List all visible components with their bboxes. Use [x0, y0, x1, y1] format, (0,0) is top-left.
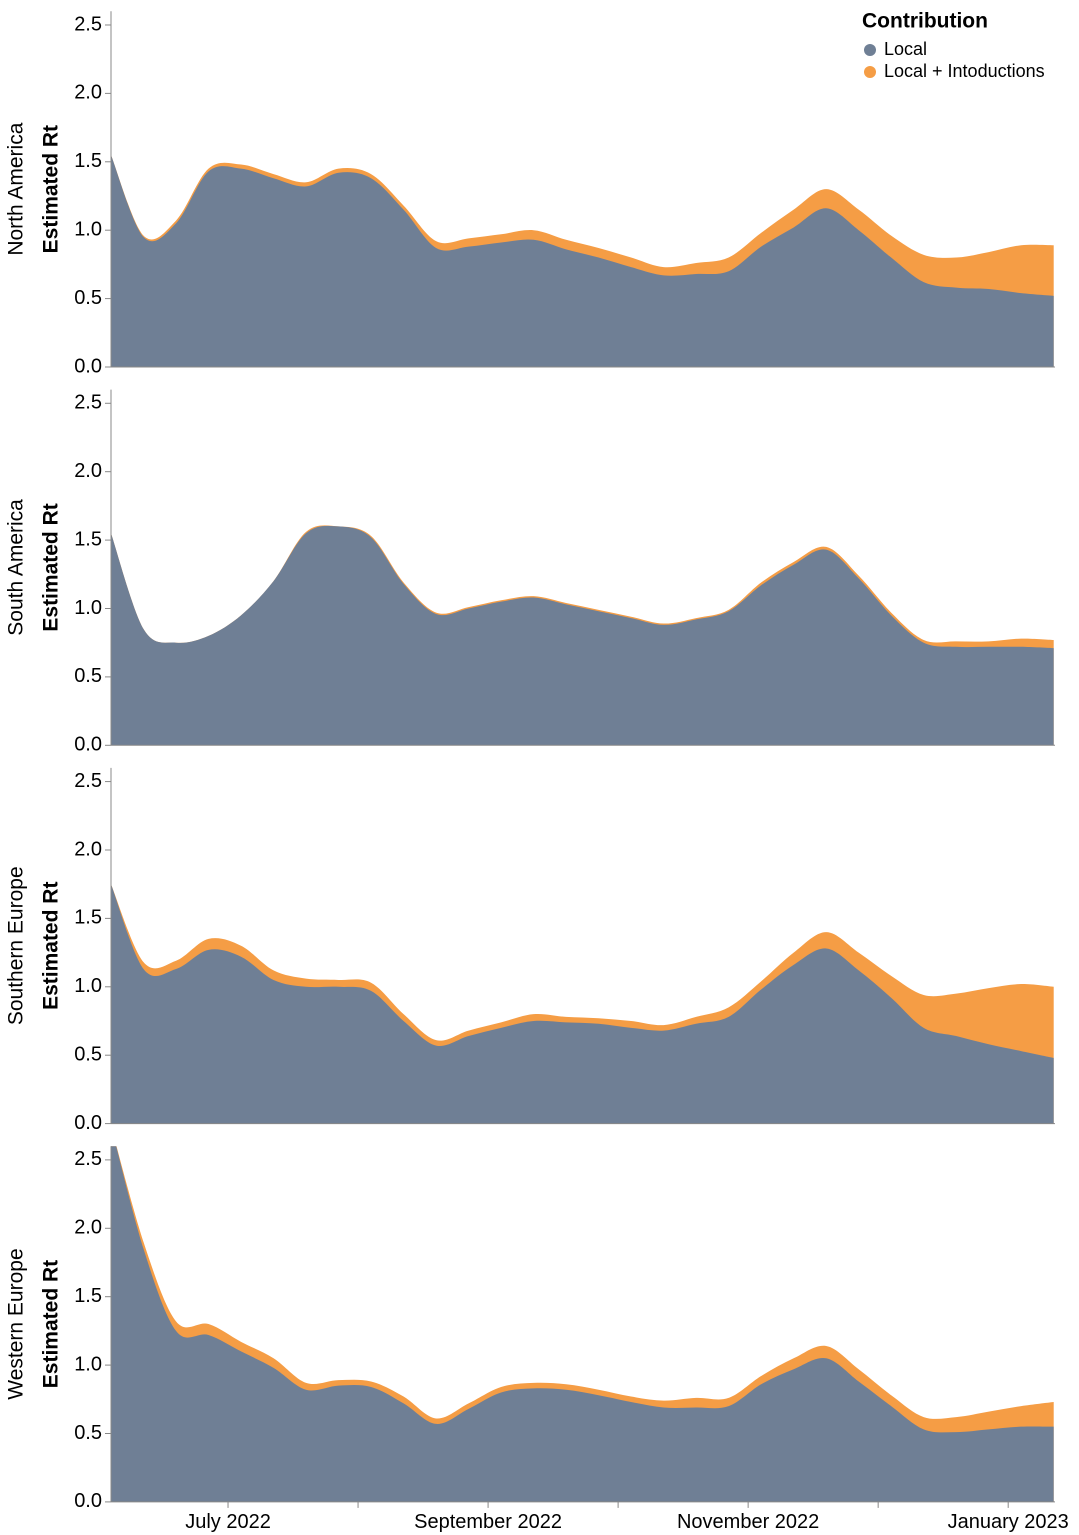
y-tick-label: 0.5 [74, 665, 102, 687]
y-tick-label: 2.0 [74, 460, 102, 482]
y-tick-label: 1.0 [74, 1353, 102, 1375]
legend-symbol [864, 44, 876, 56]
y-tick-label: 2.5 [74, 770, 102, 792]
y-tick-label: 0.0 [74, 355, 102, 377]
y-axis-title: Estimated Rt [40, 882, 63, 1010]
y-axis-title: Estimated Rt [40, 125, 63, 253]
y-tick-label: 0.5 [74, 1422, 102, 1444]
area [111, 884, 1054, 1124]
y-tick-label: 1.5 [74, 1285, 102, 1307]
area [111, 525, 1054, 746]
area [111, 154, 1054, 367]
plot-area [111, 884, 1054, 1124]
y-tick-label: 0.5 [74, 1043, 102, 1065]
y-tick-label: 2.5 [74, 392, 102, 414]
y-tick-label: 1.5 [74, 528, 102, 550]
legend-label: Local [884, 39, 927, 59]
y-tick-label: 1.0 [74, 975, 102, 997]
facet-label: North America [5, 122, 28, 255]
y-tick-label: 1.0 [74, 218, 102, 240]
plot-area [111, 1146, 1054, 1502]
y-tick-label: 2.0 [74, 82, 102, 104]
y-axis-title: Estimated Rt [40, 1260, 63, 1388]
legend-title: Contribution [862, 10, 988, 33]
facet-label: Western Europe [5, 1248, 28, 1399]
legend-label: Local + Intoductions [884, 61, 1045, 81]
x-tick-label: January 2023 [948, 1511, 1069, 1533]
y-tick-label: 2.5 [74, 1148, 102, 1170]
y-axis-title: Estimated Rt [40, 503, 63, 631]
y-tick-label: 2.0 [74, 1217, 102, 1239]
y-tick-label: 0.5 [74, 287, 102, 309]
y-tick-label: 1.0 [74, 597, 102, 619]
legend-symbol [864, 66, 876, 78]
y-tick-label: 2.0 [74, 838, 102, 860]
y-tick-label: 1.5 [74, 150, 102, 172]
facet-label: South America [5, 499, 28, 636]
y-tick-label: 0.0 [74, 1490, 102, 1512]
y-tick-label: 1.5 [74, 907, 102, 929]
x-tick-label: July 2022 [185, 1511, 271, 1533]
facet-label: Southern Europe [5, 866, 28, 1025]
y-tick-label: 0.0 [74, 734, 102, 756]
area [111, 1146, 1054, 1502]
y-tick-label: 0.0 [74, 1112, 102, 1134]
plot-area [111, 525, 1054, 746]
x-tick-label: September 2022 [414, 1511, 562, 1533]
x-tick-label: November 2022 [677, 1511, 819, 1533]
y-tick-label: 2.5 [74, 13, 102, 35]
plot-area [111, 154, 1054, 367]
